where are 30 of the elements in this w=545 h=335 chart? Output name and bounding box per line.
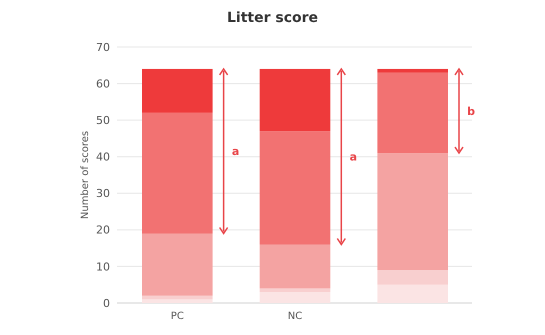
bar bbox=[260, 292, 330, 303]
annotation: a bbox=[232, 145, 240, 158]
bar bbox=[142, 299, 213, 303]
y-tick-label: 70 bbox=[96, 40, 110, 54]
bar bbox=[260, 244, 330, 288]
y-axis-title: Number of scores bbox=[80, 130, 91, 220]
bar bbox=[377, 68, 448, 73]
bar bbox=[142, 112, 213, 234]
annotation: a bbox=[350, 150, 358, 164]
y-tick-label: 20 bbox=[96, 224, 110, 237]
chart-title: Litter score bbox=[226, 10, 318, 26]
bar bbox=[260, 288, 330, 292]
x-tick-label: NC bbox=[288, 311, 302, 322]
bar bbox=[142, 296, 213, 300]
annotation: b bbox=[467, 104, 476, 118]
x-tick-label: PC bbox=[170, 311, 184, 322]
bar bbox=[377, 284, 448, 303]
y-tick-label: 30 bbox=[96, 187, 110, 200]
y-tick-label: 50 bbox=[96, 114, 110, 127]
bar bbox=[260, 68, 330, 132]
bar bbox=[377, 153, 448, 270]
y-tick-label: 0 bbox=[103, 296, 110, 310]
y-tick-label: 40 bbox=[96, 150, 110, 164]
bar bbox=[142, 68, 213, 113]
bar bbox=[260, 131, 330, 244]
bar bbox=[377, 270, 448, 285]
bar bbox=[142, 234, 213, 296]
y-tick-label: 60 bbox=[96, 77, 110, 90]
y-tick-label: 10 bbox=[96, 260, 110, 274]
bar bbox=[377, 72, 448, 154]
